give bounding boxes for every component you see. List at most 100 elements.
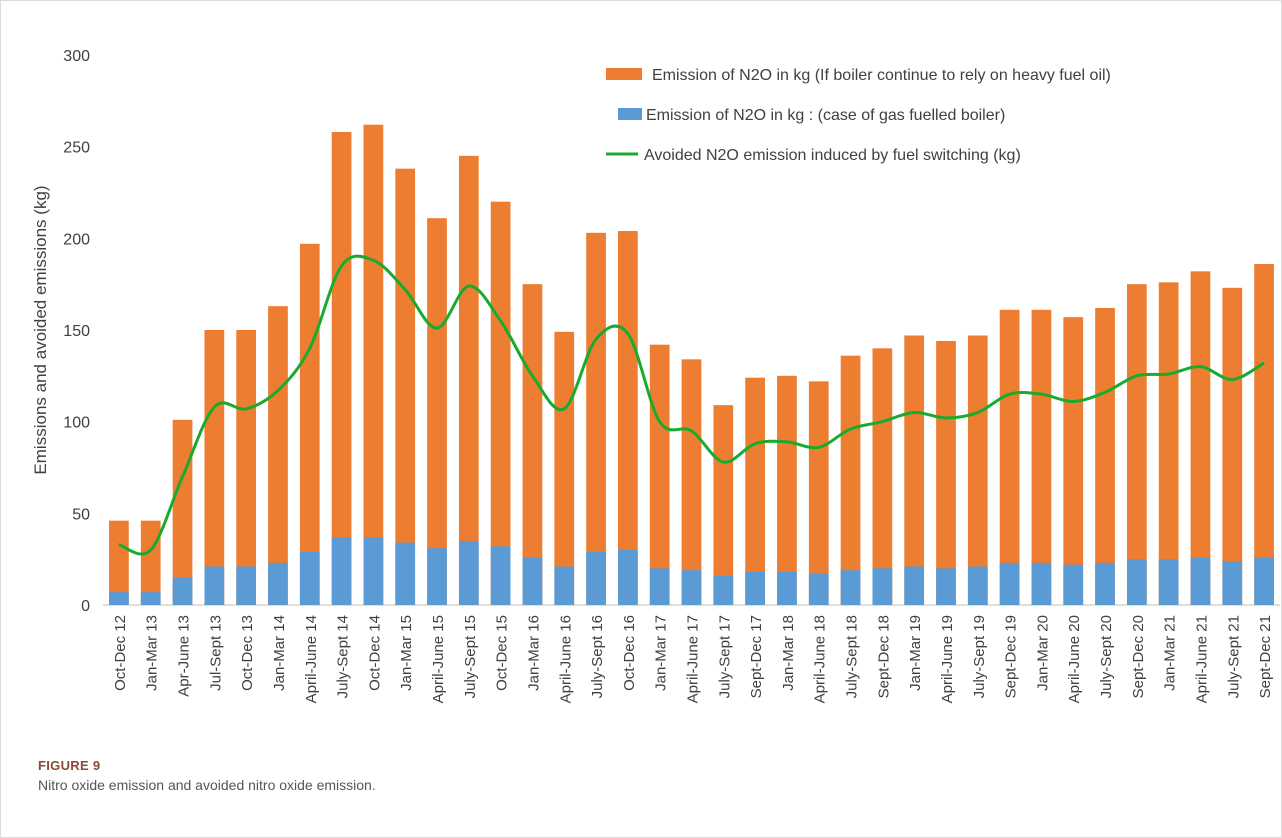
bar [554,566,575,605]
x-tick-label: Jan-Mar 17 [653,615,670,691]
legend-label: Avoided N2O emission induced by fuel swi… [644,147,1021,164]
x-tick-label: Jan-Mar 13 [144,615,161,691]
line [118,254,1265,556]
x-tick-label: Sept-Dec 20 [1130,615,1147,698]
bar [140,592,161,605]
x-tick-label: April-June 21 [1193,615,1210,703]
bar [777,572,797,605]
bar [1126,284,1147,605]
bar [363,124,384,606]
bar [204,330,225,605]
bar [1254,264,1274,605]
bar [363,537,384,605]
bar [427,218,447,605]
bar [1031,309,1052,605]
bar [522,284,543,605]
x-tick-label: July-Sept 16 [589,615,606,698]
x-tick-label: Jan-Mar 21 [1162,615,1179,691]
bar [490,546,511,605]
x-tick-label: July-Sept 19 [971,615,988,698]
bar [490,201,511,605]
bar [458,155,479,606]
bar [1222,561,1243,605]
x-tick-label: Jan-Mar 20 [1034,615,1051,691]
bar [586,232,606,606]
x-tick-label: Jan-Mar 15 [398,615,415,691]
bar [808,381,829,605]
bar [872,568,893,605]
bar [1222,287,1243,605]
x-tick-label: Oct-Dec 13 [239,615,256,691]
bar [618,231,638,605]
bar [840,570,861,605]
x-tick-label: April-June 19 [939,615,956,703]
bar [109,592,129,605]
bar [745,572,765,605]
bar [236,566,257,605]
bar [395,168,416,605]
x-tick-label: July-Sept 20 [1098,615,1115,698]
bar [586,551,606,605]
y-tick-label: 300 [63,48,90,65]
bar [522,557,543,605]
bar [649,344,670,605]
bar [872,348,893,605]
x-tick-label: April-June 16 [557,615,574,703]
bar [745,377,765,605]
x-tick-label: April-June 14 [303,615,320,703]
x-tick-label: Oct-Dec 16 [621,615,638,691]
bar [999,309,1020,605]
x-tick-label: Sept-Dec 17 [748,615,765,698]
y-tick-label: 0 [81,598,90,615]
bar [554,331,575,605]
bar [713,575,734,605]
y-tick-label: 100 [63,415,90,432]
legend-swatch [618,108,642,120]
bar [1158,282,1179,605]
x-tick-label: Jan-Mar 19 [907,615,924,691]
y-tick-label: 250 [63,140,90,157]
bar [618,550,638,605]
x-tick-label: Sept-Dec 21 [1257,615,1274,698]
y-tick-label: 150 [63,323,90,340]
x-tick-label: Jul-Sept 13 [207,615,224,691]
x-tick-label: Jan-Mar 18 [780,615,797,691]
figure-label: FIGURE 9 [38,758,101,773]
bar [395,542,416,605]
x-tick-label: April-June 20 [1066,615,1083,703]
bar [904,566,925,605]
bar [967,566,988,605]
x-tick-label: Oct-Dec 14 [366,615,383,691]
x-tick-label: Oct-Dec 15 [494,615,511,691]
x-tick-label: July-Sept 17 [716,615,733,698]
bar [458,540,479,605]
figure-caption: Nitro oxide emission and avoided nitro o… [38,777,376,793]
bar [268,306,288,605]
bar [1254,557,1274,605]
legend-swatch [606,68,642,80]
chart: Emissions and avoided emissions (kg) 0 50… [31,48,1280,703]
bar [1095,562,1115,605]
y-axis-label: Emissions and avoided emissions (kg) [31,185,50,474]
bar [808,573,829,605]
x-tick-label: April-June 17 [685,615,702,703]
bar [172,419,193,605]
bar [681,570,702,605]
x-tick-label: July-Sept 18 [844,615,861,698]
bar [840,355,861,605]
legend-label: Emission of N2O in kg : (case of gas fue… [646,107,1005,124]
bar [1031,562,1052,605]
bar [649,568,670,605]
bar [236,330,257,605]
bar [904,335,925,605]
x-tick-label: July-Sept 21 [1225,615,1242,698]
bar [299,243,320,606]
bar [331,132,352,605]
x-tick-label: Oct-Dec 12 [112,615,129,691]
x-tick-label: Jan-Mar 14 [271,615,288,691]
bar [1190,271,1211,605]
legend-label: Emission of N2O in kg (If boiler continu… [652,67,1111,84]
bar [936,341,956,605]
bar [936,568,956,605]
bar [1063,564,1084,605]
